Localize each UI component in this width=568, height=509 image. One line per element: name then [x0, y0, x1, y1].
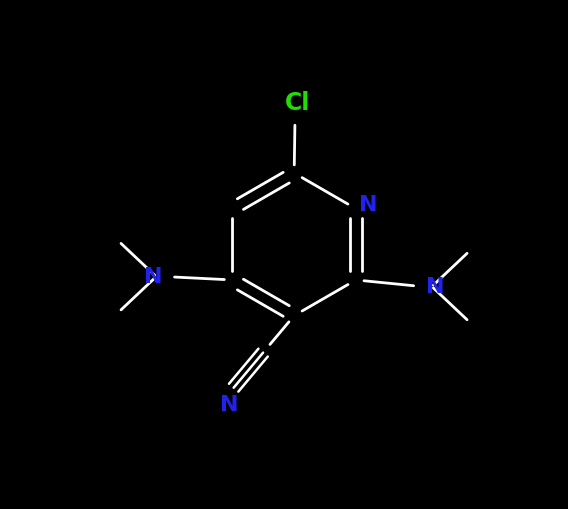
- Text: N: N: [144, 267, 162, 287]
- Text: N: N: [220, 395, 239, 415]
- Text: N: N: [360, 194, 378, 215]
- Text: Cl: Cl: [285, 91, 310, 115]
- Text: N: N: [426, 276, 444, 297]
